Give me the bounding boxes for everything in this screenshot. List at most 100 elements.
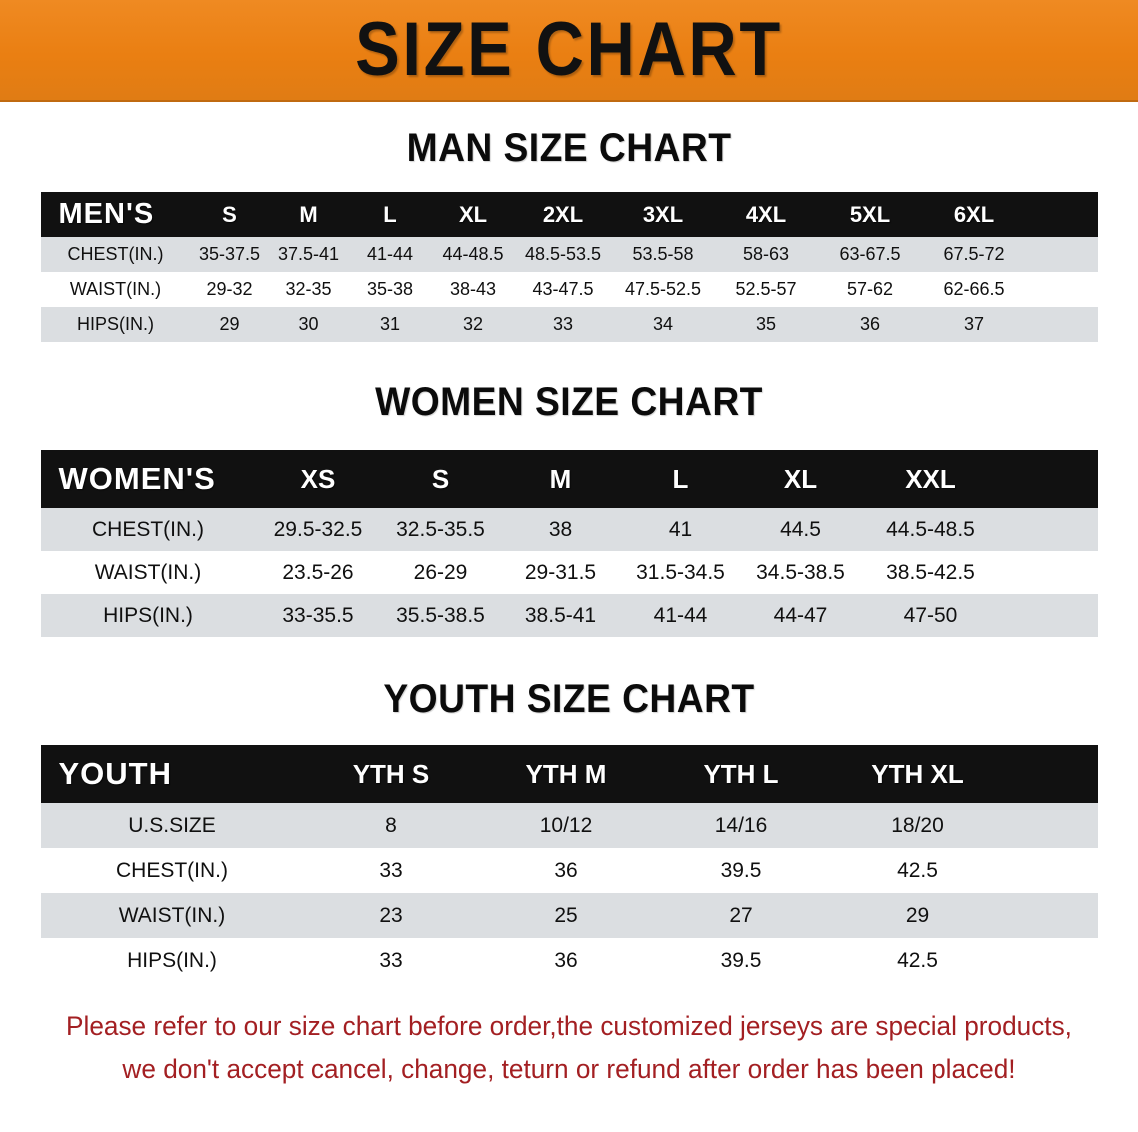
men-chest-2xl: 48.5-53.5 — [524, 244, 602, 264]
table-row: WAIST(IN.) 23.5-26 26-29 29-31.5 31.5-34… — [40, 551, 1098, 594]
women-waist-xl: 34.5-38.5 — [756, 560, 845, 584]
men-waist-4xl: 52.5-57 — [735, 279, 797, 299]
men-col-6xl: 6XL — [953, 201, 995, 227]
man-section-heading: MAN SIZE CHART — [406, 126, 732, 170]
men-waist-m: 32-35 — [285, 279, 332, 299]
table-row: WAIST(IN.) 29-32 32-35 35-38 38-43 43-47… — [40, 272, 1098, 307]
men-row-spacer — [1026, 272, 1098, 307]
men-chest-m: 37.5-41 — [277, 244, 340, 264]
youth-col-m: YTH M — [525, 758, 607, 789]
women-hips-l: 41-44 — [653, 603, 708, 627]
men-chest-3xl: 53.5-58 — [632, 244, 694, 264]
men-row-label-chest: CHEST(IN.) — [67, 244, 164, 264]
size-chart-banner: SIZE CHART — [0, 0, 1138, 102]
men-col-xl: XL — [458, 201, 488, 227]
men-waist-3xl: 47.5-52.5 — [624, 279, 702, 299]
women-hips-xxl: 47-50 — [903, 603, 958, 627]
youth-ussize-m: 10/12 — [539, 813, 593, 837]
women-col-m: M — [549, 463, 572, 494]
men-corner-label: MEN'S — [58, 198, 155, 230]
youth-chest-m: 36 — [554, 858, 578, 882]
return-policy-line-1: Please refer to our size chart before or… — [66, 1011, 1072, 1041]
table-row: HIPS(IN.) 33 36 39.5 42.5 — [40, 938, 1098, 983]
youth-waist-l: 27 — [729, 903, 753, 927]
women-waist-xxl: 38.5-42.5 — [886, 560, 975, 584]
youth-chest-s: 33 — [379, 858, 403, 882]
youth-ussize-l: 14/16 — [714, 813, 768, 837]
women-waist-xs: 23.5-26 — [282, 560, 354, 584]
table-header-row: YOUTH YTH S YTH M YTH L YTH XL — [40, 745, 1098, 803]
youth-section-heading: YOUTH SIZE CHART — [383, 677, 755, 721]
women-chest-xxl: 44.5-48.5 — [886, 517, 975, 541]
men-row-spacer — [1026, 237, 1098, 272]
table-header-row: WOMEN'S XS S M L XL XXL — [40, 450, 1098, 508]
women-chest-xl: 44.5 — [780, 517, 821, 541]
men-waist-5xl: 57-62 — [846, 279, 894, 299]
table-row: CHEST(IN.) 35-37.5 37.5-41 41-44 44-48.5… — [40, 237, 1098, 272]
youth-row-label-ussize: U.S.SIZE — [128, 813, 216, 837]
women-col-spacer — [1001, 450, 1098, 508]
women-corner-label: WOMEN'S — [58, 461, 216, 496]
youth-col-xl: YTH XL — [871, 758, 964, 789]
men-hips-5xl: 36 — [859, 314, 881, 334]
women-section-heading: WOMEN SIZE CHART — [375, 380, 763, 424]
men-col-4xl: 4XL — [745, 201, 787, 227]
table-row: HIPS(IN.) 33-35.5 35.5-38.5 38.5-41 41-4… — [40, 594, 1098, 637]
youth-chest-xl: 42.5 — [897, 858, 938, 882]
youth-waist-s: 23 — [379, 903, 403, 927]
women-waist-m: 29-31.5 — [524, 560, 597, 584]
women-hips-xl: 44-47 — [773, 603, 828, 627]
men-hips-m: 30 — [298, 314, 319, 334]
youth-col-spacer — [1007, 745, 1098, 803]
men-col-l: L — [383, 201, 397, 227]
women-hips-s: 35.5-38.5 — [396, 603, 485, 627]
youth-hips-m: 36 — [554, 948, 578, 972]
women-row-spacer — [1001, 508, 1098, 551]
youth-hips-l: 39.5 — [720, 948, 762, 972]
women-row-spacer — [1001, 551, 1098, 594]
youth-hips-s: 33 — [379, 948, 403, 972]
women-chest-xs: 29.5-32.5 — [273, 517, 363, 541]
table-row: CHEST(IN.) 33 36 39.5 42.5 — [40, 848, 1098, 893]
men-row-label-hips: HIPS(IN.) — [76, 314, 154, 334]
men-chest-4xl: 58-63 — [742, 244, 790, 264]
women-waist-l: 31.5-34.5 — [636, 560, 725, 584]
youth-hips-xl: 42.5 — [897, 948, 938, 972]
men-row-label-waist: WAIST(IN.) — [69, 279, 162, 299]
table-row: WAIST(IN.) 23 25 27 29 — [40, 893, 1098, 938]
men-waist-2xl: 43-47.5 — [532, 279, 594, 299]
men-hips-3xl: 34 — [652, 314, 674, 334]
man-size-table: MEN'S S M L XL 2XL 3XL 4XL 5XL 6XL CHEST… — [40, 192, 1098, 342]
table-row: U.S.SIZE 8 10/12 14/16 18/20 — [40, 803, 1098, 848]
men-chest-s: 35-37.5 — [198, 244, 261, 264]
men-hips-l: 31 — [379, 314, 401, 334]
men-hips-2xl: 33 — [552, 314, 574, 334]
youth-waist-m: 25 — [554, 903, 578, 927]
women-col-xl: XL — [783, 463, 818, 494]
youth-row-label-hips: HIPS(IN.) — [127, 948, 217, 972]
youth-row-spacer — [1007, 893, 1098, 938]
men-chest-6xl: 67.5-72 — [943, 244, 1005, 264]
youth-row-spacer — [1007, 803, 1098, 848]
women-row-spacer — [1001, 594, 1098, 637]
youth-corner-label: YOUTH — [58, 756, 172, 791]
men-chest-xl: 44-48.5 — [442, 244, 504, 264]
men-col-5xl: 5XL — [849, 201, 891, 227]
men-waist-l: 35-38 — [366, 279, 414, 299]
youth-row-label-chest: CHEST(IN.) — [116, 858, 228, 882]
women-chest-m: 38 — [548, 517, 573, 541]
women-hips-xs: 33-35.5 — [282, 603, 354, 627]
men-hips-s: 29 — [219, 314, 240, 334]
women-col-l: L — [672, 463, 689, 494]
women-waist-s: 26-29 — [413, 560, 468, 584]
men-waist-s: 29-32 — [206, 279, 253, 299]
youth-row-label-waist: WAIST(IN.) — [118, 903, 226, 927]
return-policy-note: Please refer to our size chart before or… — [55, 1005, 1083, 1091]
women-col-xs: XS — [300, 463, 336, 494]
men-hips-6xl: 37 — [963, 314, 985, 334]
table-row: HIPS(IN.) 29 30 31 32 33 34 35 36 37 — [40, 307, 1098, 342]
men-waist-xl: 38-43 — [449, 279, 497, 299]
women-row-label-hips: HIPS(IN.) — [103, 603, 193, 627]
youth-ussize-s: 8 — [385, 813, 397, 837]
women-col-xxl: XXL — [905, 463, 956, 494]
